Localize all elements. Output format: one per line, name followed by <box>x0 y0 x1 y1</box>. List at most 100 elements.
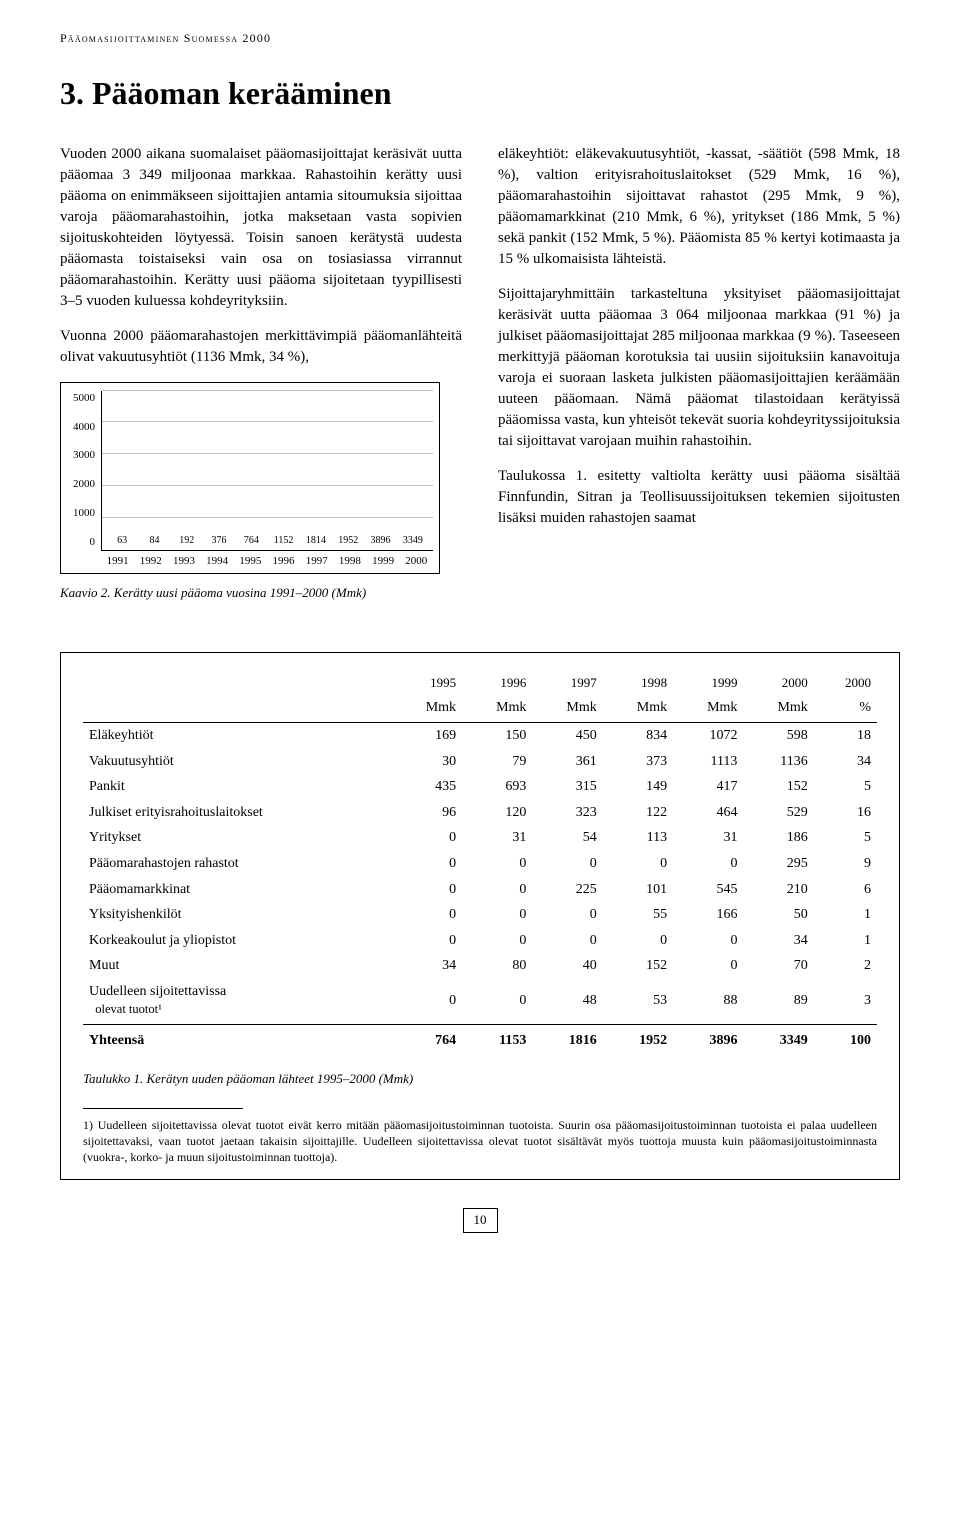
page-number-wrap: 10 <box>60 1208 900 1232</box>
col-unit: Mmk <box>462 695 532 722</box>
bar-value-label: 192 <box>179 534 194 548</box>
cell: 417 <box>673 774 743 800</box>
chart-grid <box>102 391 433 550</box>
cell: 0 <box>462 851 532 877</box>
table-row: Pääomamarkkinat002251015452106 <box>83 877 877 903</box>
x-tick: 1996 <box>273 554 295 569</box>
cell: 0 <box>532 902 602 928</box>
cell: 6 <box>814 877 877 903</box>
col-year: 1999 <box>673 671 743 695</box>
cell: 0 <box>603 928 673 954</box>
y-tick: 4000 <box>67 420 95 435</box>
table-header-years: 1995199619971998199920002000 <box>83 671 877 695</box>
cell: 88 <box>673 979 743 1025</box>
footnote: 1) Uudelleen sijoitettavissa olevat tuot… <box>83 1117 877 1166</box>
cell: 0 <box>532 851 602 877</box>
x-tick: 1995 <box>239 554 261 569</box>
bar-value-label: 1152 <box>274 534 294 548</box>
cell: 598 <box>743 722 813 748</box>
x-tick: 1997 <box>306 554 328 569</box>
col-unit: Mmk <box>392 695 462 722</box>
table-total-row: Yhteensä76411531816195238963349100 <box>83 1024 877 1053</box>
chart-plot: 638419237676411521814195238963349 <box>101 391 433 551</box>
cell: 0 <box>532 928 602 954</box>
row-label: Yksityishenkilöt <box>83 902 392 928</box>
running-head: Pääomasijoittaminen Suomessa 2000 <box>60 30 900 47</box>
bar-value-label: 1814 <box>306 534 326 548</box>
cell: 435 <box>392 774 462 800</box>
row-label: Pääomarahastojen rahastot <box>83 851 392 877</box>
row-label: Pankit <box>83 774 392 800</box>
cell: 0 <box>462 877 532 903</box>
cell: 31 <box>673 825 743 851</box>
cell: 152 <box>743 774 813 800</box>
y-tick: 0 <box>67 535 95 550</box>
cell: 1 <box>814 902 877 928</box>
col-year: 1997 <box>532 671 602 695</box>
cell: 545 <box>673 877 743 903</box>
x-tick: 1994 <box>206 554 228 569</box>
row-label: Korkeakoulut ja yliopistot <box>83 928 392 954</box>
cell: 122 <box>603 800 673 826</box>
cell: 315 <box>532 774 602 800</box>
table-row: Korkeakoulut ja yliopistot00000341 <box>83 928 877 954</box>
col-year: 1998 <box>603 671 673 695</box>
cell: 80 <box>462 953 532 979</box>
capital-sources-table: 1995199619971998199920002000 MmkMmkMmkMm… <box>83 671 877 1053</box>
cell: 0 <box>392 979 462 1025</box>
cell: 450 <box>532 722 602 748</box>
table-header-units: MmkMmkMmkMmkMmkMmk% <box>83 695 877 722</box>
cell: 96 <box>392 800 462 826</box>
cell: 79 <box>462 749 532 775</box>
cell: 70 <box>743 953 813 979</box>
table-row: Eläkeyhtiöt169150450834107259818 <box>83 722 877 748</box>
cell: 149 <box>603 774 673 800</box>
cell: 464 <box>673 800 743 826</box>
cell: 1952 <box>603 1024 673 1053</box>
left-paragraph-1: Vuoden 2000 aikana suomalaiset pääomasij… <box>60 144 462 312</box>
cell: 0 <box>603 851 673 877</box>
cell: 53 <box>603 979 673 1025</box>
cell: 295 <box>743 851 813 877</box>
cell: 0 <box>462 902 532 928</box>
cell: 30 <box>392 749 462 775</box>
cell: 1 <box>814 928 877 954</box>
cell: 34 <box>392 953 462 979</box>
chart-container: 010002000300040005000 638419237676411521… <box>60 382 440 574</box>
bar-value-label: 764 <box>244 534 259 548</box>
footnote-rule <box>83 1108 243 1109</box>
y-tick: 5000 <box>67 391 95 406</box>
bar-value-label: 1952 <box>338 534 358 548</box>
cell: 0 <box>392 877 462 903</box>
cell: 764 <box>392 1024 462 1053</box>
x-tick: 1991 <box>107 554 129 569</box>
cell: 54 <box>532 825 602 851</box>
cell: 529 <box>743 800 813 826</box>
cell: 113 <box>603 825 673 851</box>
cell: 5 <box>814 825 877 851</box>
row-label: Uudelleen sijoitettavissa olevat tuotot¹ <box>83 979 392 1025</box>
cell: 34 <box>743 928 813 954</box>
table-body: Eläkeyhtiöt169150450834107259818Vakuutus… <box>83 722 877 1053</box>
table-row: Muut3480401520702 <box>83 953 877 979</box>
cell: 100 <box>814 1024 877 1053</box>
cell: 0 <box>462 928 532 954</box>
section-title: 3. Pääoman kerääminen <box>60 71 900 116</box>
cell: 18 <box>814 722 877 748</box>
col-year: 1995 <box>392 671 462 695</box>
cell: 48 <box>532 979 602 1025</box>
col-year: 2000 <box>814 671 877 695</box>
row-label: Julkiset erityisrahoituslaitokset <box>83 800 392 826</box>
row-label: Eläkeyhtiöt <box>83 722 392 748</box>
bar-value-label: 3349 <box>403 534 423 548</box>
cell: 693 <box>462 774 532 800</box>
cell: 1153 <box>462 1024 532 1053</box>
x-axis-labels: 1991199219931994199519961997199819992000 <box>67 554 433 569</box>
cell: 0 <box>673 928 743 954</box>
page-number: 10 <box>463 1208 498 1232</box>
cell: 34 <box>814 749 877 775</box>
cell: 169 <box>392 722 462 748</box>
cell: 150 <box>462 722 532 748</box>
cell: 40 <box>532 953 602 979</box>
col-unit: Mmk <box>673 695 743 722</box>
